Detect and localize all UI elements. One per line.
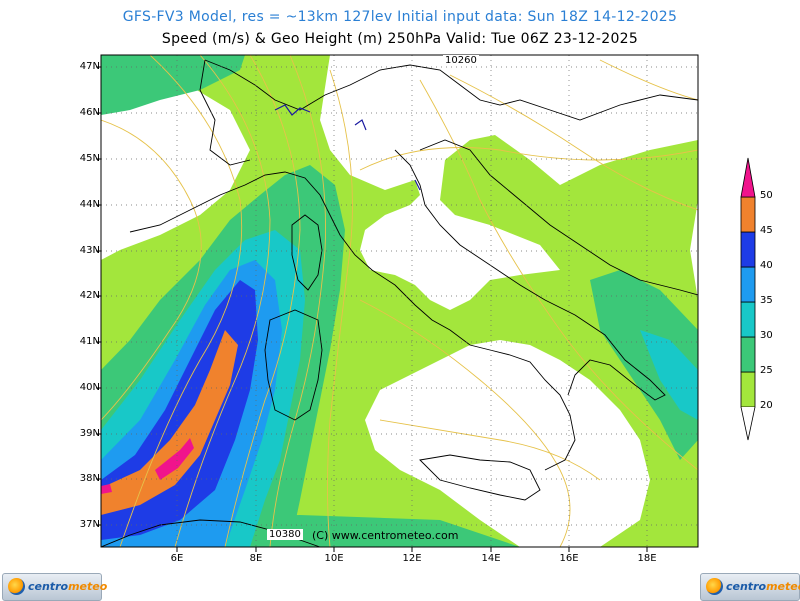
speed-band-50 <box>155 438 194 480</box>
globe-icon <box>8 578 25 595</box>
speed-band-25-nw <box>101 55 245 115</box>
field-title: Speed (m/s) & Geo Height (m) 250hPa Vali… <box>161 31 639 47</box>
lat-label: 40N <box>79 382 100 393</box>
colorbar-label: 20 <box>760 400 773 411</box>
colorbar-label: 50 <box>760 190 773 201</box>
isoline-label: 10260 <box>443 55 479 66</box>
colorbar-segment-20 <box>740 371 756 408</box>
lat-label: 44N <box>79 199 100 210</box>
lat-label: 41N <box>79 336 100 347</box>
lon-label: 14E <box>481 553 501 564</box>
speed-band-25-se <box>590 270 698 460</box>
speed-band-50-west <box>101 484 112 494</box>
colorbar-label: 35 <box>760 295 773 306</box>
calm-patch-east <box>600 60 698 120</box>
coastlines <box>101 59 698 547</box>
lon-label: 18E <box>637 553 657 564</box>
calm-patch-northeast <box>320 55 698 310</box>
colorbar-segment-35 <box>740 266 756 303</box>
colorbar-segment-45 <box>740 196 756 233</box>
height-isolines <box>101 55 698 547</box>
lon-label: 8E <box>249 553 263 564</box>
lon-label: 10E <box>324 553 344 564</box>
lat-label: 38N <box>79 473 100 484</box>
colorbar <box>740 157 756 441</box>
lakes <box>274 104 421 191</box>
centrometeo-logo-left[interactable]: centrometeo <box>2 573 107 601</box>
lat-label: 39N <box>79 428 100 439</box>
lat-label: 42N <box>79 290 100 301</box>
model-title: GFS-FV3 Model, res = ~13km 127lev Initia… <box>122 9 678 25</box>
colorbar-label: 40 <box>760 260 773 271</box>
lat-label: 45N <box>79 153 100 164</box>
globe-icon <box>706 578 723 595</box>
lat-lon-grid <box>101 55 698 547</box>
colorbar-label: 45 <box>760 225 773 236</box>
lon-label: 12E <box>402 553 422 564</box>
colorbar-label: 25 <box>760 365 773 376</box>
colorbar-label: 30 <box>760 330 773 341</box>
logo-text: centrometeo <box>726 580 800 593</box>
axis-ticks <box>96 66 648 552</box>
colorbar-top-arrow <box>740 157 756 198</box>
colorbar-bottom-arrow <box>740 406 756 441</box>
centrometeo-logo-right[interactable]: centrometeo <box>700 573 800 601</box>
lat-label: 47N <box>79 61 100 72</box>
lon-label: 6E <box>170 553 184 564</box>
isoline-label: 10380 <box>267 529 303 540</box>
colorbar-segment-25 <box>740 336 756 373</box>
lat-label: 43N <box>79 245 100 256</box>
speed-band-30-se <box>640 330 698 420</box>
colorbar-segment-40 <box>740 231 756 268</box>
copyright-text: (C) www.centrometeo.com <box>312 529 459 542</box>
calm-patch-south <box>365 340 650 547</box>
map-frame <box>100 54 699 548</box>
lat-label: 37N <box>79 519 100 530</box>
logo-text: centrometeo <box>28 580 108 593</box>
colorbar-segment-30 <box>740 301 756 338</box>
speed-band-45 <box>101 330 238 515</box>
lon-label: 16E <box>559 553 579 564</box>
lat-label: 46N <box>79 107 100 118</box>
